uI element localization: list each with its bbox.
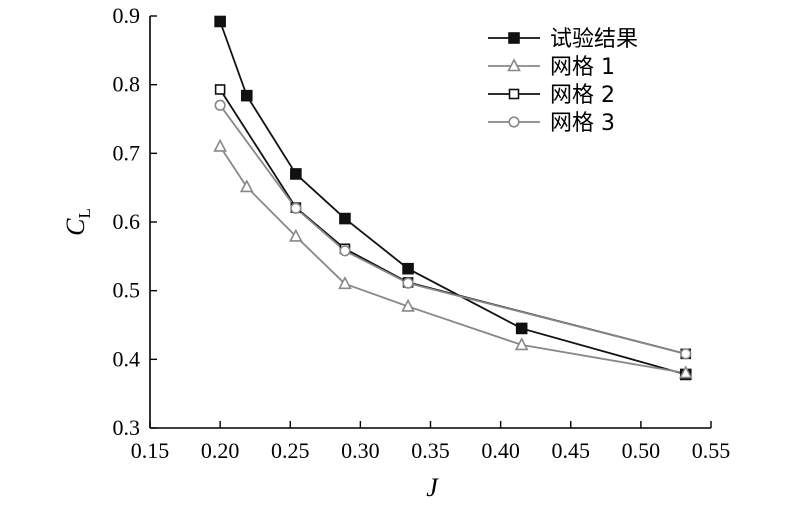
series-0-point-3 [339, 212, 351, 225]
series-1-point-1 [239, 179, 254, 193]
series-0-point-2 [290, 168, 302, 180]
series-markers [213, 15, 693, 381]
series-1-point-3 [338, 276, 352, 290]
series-3-point-3 [402, 277, 414, 289]
legend-item-3: 网格 3 [488, 111, 615, 136]
legend-label-2: 网格 2 [550, 83, 615, 108]
series-0-point-4 [402, 262, 414, 275]
x-tick-label-1: 0.20 [201, 438, 240, 463]
y-tick-label-1: 0.4 [113, 346, 141, 371]
series-0-point-5 [515, 322, 528, 335]
series-1-point-4 [401, 298, 415, 312]
x-axis-title: J [426, 473, 439, 502]
legend-marker-0 [508, 32, 520, 44]
x-tick-label-8: 0.55 [692, 438, 731, 463]
x-tick-label-2: 0.25 [271, 438, 310, 463]
x-tick-label-0: 0.15 [131, 438, 170, 463]
legend-marker-3 [508, 116, 520, 128]
series-3-point-0 [214, 99, 226, 111]
series-1-point-5 [514, 337, 529, 351]
ticks: 0.15 0.20 0.25 0.30 0.35 0.40 0.45 0.50 0.55 0.3 0… [113, 3, 731, 463]
series-1-point-6 [678, 365, 693, 379]
y-tick-label-0: 0.3 [113, 415, 141, 440]
series-1-point-0 [213, 138, 227, 152]
series-0-point-0 [214, 15, 226, 28]
series-lines [219, 21, 686, 376]
x-tick-label-7: 0.50 [622, 438, 661, 463]
x-tick-label-5: 0.40 [481, 438, 520, 463]
legend-marker-2 [508, 88, 520, 100]
series-line-2 [219, 88, 686, 355]
legend-label-0: 试验结果 [550, 27, 638, 52]
series-line-1 [219, 145, 686, 374]
svg-text:CL: CL [61, 208, 94, 236]
series-3-point-1 [290, 202, 302, 214]
legend-label-3: 网格 3 [550, 111, 615, 136]
series-0-point-1 [240, 89, 253, 102]
legend-marker-1 [507, 58, 521, 72]
y-tick-label-3: 0.6 [113, 209, 141, 234]
legend-item-1: 网格 1 [488, 55, 615, 80]
axes [149, 16, 711, 429]
y-axis-title-main: C [61, 218, 90, 236]
y-tick-label-4: 0.7 [113, 140, 141, 165]
series-1-point-2 [289, 228, 303, 242]
series-2-point-0 [214, 84, 226, 95]
y-tick-label-5: 0.8 [113, 72, 141, 97]
y-tick-label-2: 0.5 [113, 278, 141, 303]
y-tick-label-6: 0.9 [113, 3, 141, 28]
x-tick-label-6: 0.45 [552, 438, 591, 463]
legend-item-0: 试验结果 [488, 27, 638, 52]
legend-label-1: 网格 1 [550, 55, 615, 80]
y-axis-title-subscript: L [75, 208, 94, 218]
x-tick-label-4: 0.35 [411, 438, 450, 463]
x-tick-label-3: 0.30 [341, 438, 380, 463]
series-3-point-2 [339, 245, 351, 257]
y-axis-title: CL [61, 208, 94, 236]
series-3-point-4 [680, 348, 692, 360]
legend-item-2: 网格 2 [488, 83, 615, 108]
